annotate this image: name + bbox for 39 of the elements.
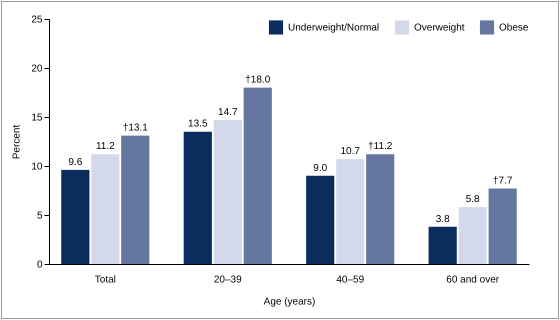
data-label: †13.1	[122, 122, 148, 134]
bar	[336, 159, 364, 264]
bar	[184, 132, 212, 264]
y-tick-label: 0	[36, 260, 43, 270]
bar	[428, 226, 457, 264]
bar	[214, 120, 242, 264]
legend-label: Obese	[499, 22, 529, 34]
data-label: †18.0	[245, 74, 271, 86]
bar	[244, 88, 272, 264]
data-label: 3.8	[436, 214, 450, 225]
y-tick-label: 20	[31, 64, 43, 74]
bar	[61, 170, 90, 264]
data-label: 10.7	[340, 146, 360, 158]
data-label: 13.5	[188, 118, 208, 130]
data-label: 9.6	[68, 156, 83, 168]
legend-label: Underweight/Normal	[288, 22, 380, 34]
y-tick-label: 5	[36, 210, 43, 222]
y-tick-label: 15	[31, 112, 43, 124]
data-label: †7.7	[492, 176, 513, 187]
y-tick-label: 25	[31, 14, 43, 26]
y-tick-label: 10	[31, 162, 43, 172]
legend-label: Overweight	[414, 22, 465, 34]
bar	[488, 188, 517, 264]
data-label: 11.2	[96, 141, 116, 152]
data-label: 14.7	[218, 106, 238, 118]
x-tick-label: 20–39	[214, 274, 242, 286]
data-label: 9.0	[313, 162, 328, 174]
x-tick-label: 60 and over	[446, 274, 500, 286]
bar	[366, 154, 394, 264]
x-tick-label: 40–59	[336, 274, 365, 286]
bar	[306, 176, 334, 264]
data-label: 5.8	[466, 194, 480, 206]
x-tick-label: Total	[94, 274, 116, 286]
bar	[458, 207, 487, 264]
bar	[91, 154, 120, 264]
bar	[121, 136, 150, 264]
y-axis-title: Percent	[11, 124, 22, 160]
x-axis-title: Age (years)	[264, 296, 316, 308]
data-label: †11.2	[368, 141, 393, 152]
